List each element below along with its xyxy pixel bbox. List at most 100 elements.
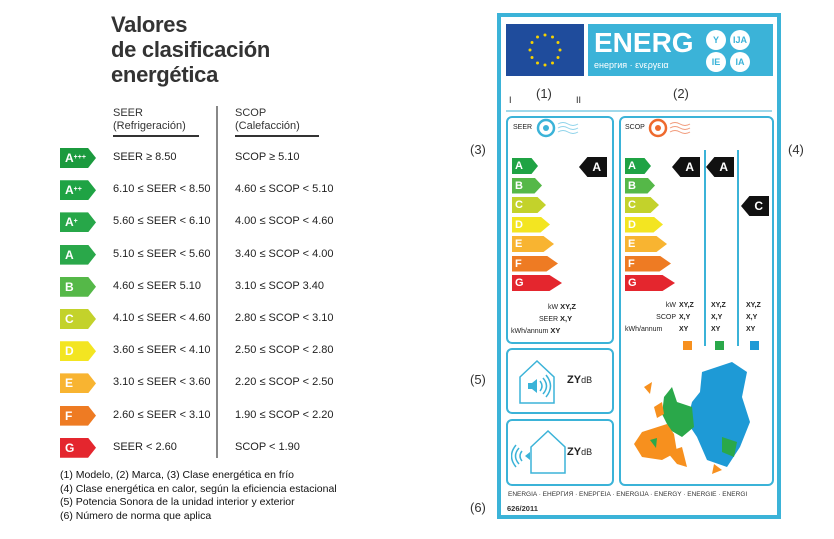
table-row: A+ 5.60 ≤ SEER < 6.10 4.00 ≤ SCOP < 4.60	[60, 212, 460, 233]
scop-column-value: XY,Z	[746, 302, 761, 309]
energy-scale-arrow: A	[512, 158, 538, 174]
column-divider	[216, 106, 218, 458]
seer-range: 6.10 ≤ SEER < 8.50	[113, 183, 211, 196]
energ-subtext: енергия · ενεργεια	[594, 60, 669, 70]
scop-rating-indicator: C	[741, 196, 769, 216]
seer-range: 5.60 ≤ SEER < 6.10	[113, 215, 211, 228]
language-suffix-badge: IA	[730, 52, 750, 72]
scop-label: SCOP	[625, 124, 645, 131]
energ-text: ENERG	[594, 27, 694, 58]
callout-1: (1)	[536, 86, 552, 101]
footnote: (4) Clase energética en calor, según la …	[60, 483, 337, 495]
seer-range: SEER < 2.60	[113, 440, 177, 453]
climate-zone-swatch	[683, 341, 692, 350]
indoor-sound-level: ZYdB	[567, 374, 593, 386]
energy-scale-arrow: G	[625, 275, 675, 291]
energy-scale-arrow: B	[512, 177, 542, 194]
energy-scale-arrow: E	[625, 236, 667, 252]
footnote: (5) Potencia Sonora de la unidad interio…	[60, 496, 295, 508]
divider	[737, 150, 739, 346]
table-row: D 3.60 ≤ SEER < 4.10 2.50 ≤ SCOP < 2.80	[60, 341, 460, 362]
language-suffix-badge: Y	[706, 30, 726, 50]
energy-class-badge: B	[60, 276, 96, 297]
energ-header: ENERG енергия · ενεργεια Y IJA IE IA	[588, 24, 773, 76]
energy-class-badge: A	[60, 244, 96, 265]
scop-column-header: SCOP (Calefacción)	[235, 107, 300, 132]
table-row: F 2.60 ≤ SEER < 3.10 1.90 ≤ SCOP < 2.20	[60, 405, 460, 426]
outdoor-sound-panel	[506, 419, 614, 486]
scop-column-value: XY,Z	[679, 302, 694, 309]
scop-range: 3.10 ≤ SCOP 3.40	[235, 279, 324, 292]
callout-4: (4)	[788, 142, 804, 157]
table-row: G SEER < 2.60 SCOP < 1.90	[60, 437, 460, 458]
cooling-fan-icon	[536, 118, 579, 138]
seer-range: 4.60 ≤ SEER 5.10	[113, 279, 201, 292]
scop-range: 2.20 ≤ SCOP < 2.50	[235, 376, 334, 389]
callout-6: (6)	[470, 500, 486, 515]
footnote: (6) Número de norma que aplica	[60, 510, 212, 522]
callout-5: (5)	[470, 372, 486, 387]
callout-2: (2)	[673, 86, 689, 101]
callout-3: (3)	[470, 142, 486, 157]
scop-column-value: X,Y	[679, 314, 691, 321]
energy-scale-arrow: C	[512, 197, 546, 213]
scop-rating-indicator: A	[672, 157, 700, 177]
outdoor-sound-level: ZYdB	[567, 446, 593, 458]
divider	[235, 135, 319, 137]
scop-kw-label: kW	[665, 302, 676, 309]
energy-scale-arrow: D	[625, 216, 663, 233]
energy-class-badge: E	[60, 373, 96, 394]
seer-kw: kW XY,Z	[548, 302, 576, 311]
roman-1: I	[509, 95, 512, 105]
seer-range: 3.10 ≤ SEER < 3.60	[113, 376, 211, 389]
energy-class-badge: C	[60, 309, 96, 329]
divider	[113, 135, 199, 137]
scop-column-value: XY,Z	[711, 302, 726, 309]
energy-class-badge: A+	[60, 212, 96, 233]
seer-range: SEER ≥ 8.50	[113, 151, 177, 163]
roman-2: II	[576, 95, 582, 105]
scop-annum-label: kWh/annum	[625, 326, 663, 333]
seer-label: SEER	[513, 124, 533, 131]
language-suffix-badge: IE	[706, 52, 726, 72]
scop-range: SCOP < 1.90	[235, 440, 300, 453]
divider	[704, 150, 706, 346]
scop-range: 1.90 ≤ SCOP < 2.20	[235, 408, 334, 421]
scop-column-value: XY	[711, 326, 721, 333]
energy-class-badge: D	[60, 341, 96, 362]
language-suffix-badge: IJA	[730, 30, 750, 50]
table-row: E 3.10 ≤ SEER < 3.60 2.20 ≤ SCOP < 2.50	[60, 373, 460, 394]
energy-class-badge: G	[60, 437, 96, 458]
table-row: A++ 6.10 ≤ SEER < 8.50 4.60 ≤ SCOP < 5.1…	[60, 180, 460, 201]
scop-column-value: XY	[746, 326, 756, 333]
climate-zone-swatch	[715, 341, 724, 350]
table-row: A+++ SEER ≥ 8.50 SCOP ≥ 5.10	[60, 148, 460, 168]
table-row: A 5.10 ≤ SEER < 5.60 3.40 ≤ SCOP < 4.00	[60, 244, 460, 265]
seer-annum: kWh/annum XY	[511, 326, 561, 335]
regulation-number: 626/2011	[507, 504, 538, 513]
eu-stars-icon	[528, 33, 562, 67]
climate-zone-swatch	[750, 341, 759, 350]
energy-class-badge: F	[60, 405, 96, 426]
energy-scale-arrow: E	[512, 236, 554, 252]
scop-column-value: X,Y	[711, 314, 723, 321]
seer-panel	[506, 116, 614, 344]
scop-range: 2.80 ≤ SCOP < 3.10	[235, 312, 334, 324]
outdoor-speaker-house-icon	[511, 429, 566, 474]
energy-scale-arrow: B	[625, 177, 655, 194]
scop-panel	[619, 116, 774, 486]
seer-range: 2.60 ≤ SEER < 3.10	[113, 408, 211, 421]
scop-column-value: XY	[679, 326, 689, 333]
seer-range: 5.10 ≤ SEER < 5.60	[113, 247, 211, 260]
seer-range: 3.60 ≤ SEER < 4.10	[113, 344, 211, 357]
table-row: B 4.60 ≤ SEER 5.10 3.10 ≤ SCOP 3.40	[60, 276, 460, 297]
footnote: (1) Modelo, (2) Marca, (3) Clase energét…	[60, 469, 295, 481]
eu-flag	[506, 24, 584, 76]
divider	[506, 110, 772, 112]
energy-scale-arrow: F	[625, 255, 671, 272]
scop-column-value: X,Y	[746, 314, 758, 321]
seer-value: SEER X,Y	[539, 314, 573, 323]
energy-scale-arrow: C	[625, 197, 659, 213]
energy-scale-arrow: A	[625, 158, 651, 174]
energy-class-badge: A++	[60, 180, 96, 201]
